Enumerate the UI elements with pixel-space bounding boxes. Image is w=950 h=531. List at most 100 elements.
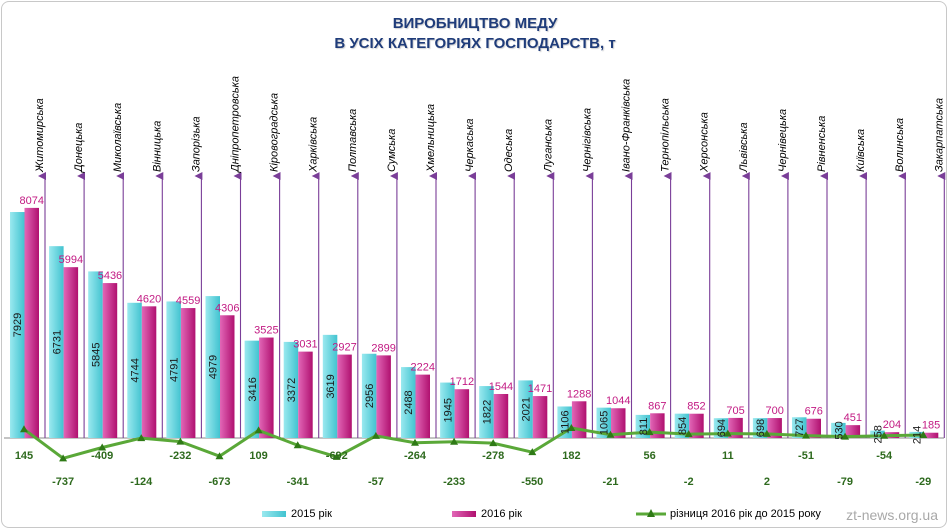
- value-label-2015: 4791: [169, 357, 181, 381]
- value-label-2016: 3525: [254, 325, 278, 337]
- difference-point: [450, 437, 459, 445]
- difference-label: 145: [15, 450, 33, 462]
- difference-point: [645, 428, 654, 436]
- difference-label: -341: [287, 476, 309, 488]
- category-label: Херсонська: [699, 112, 711, 173]
- difference-label: -233: [443, 476, 465, 488]
- difference-point: [20, 425, 28, 433]
- bar-2015: [127, 302, 142, 438]
- difference-label: -29: [915, 476, 931, 488]
- bar-2016: [611, 408, 626, 438]
- category-label: Одеська: [503, 129, 515, 172]
- difference-point: [802, 431, 810, 439]
- value-label-2016: 2927: [332, 342, 356, 354]
- bar-2016: [689, 413, 704, 438]
- difference-point: [880, 431, 889, 439]
- value-label-2016: 1288: [567, 388, 591, 400]
- category-label: Закарпатська: [933, 98, 945, 172]
- difference-point: [606, 430, 615, 438]
- bar-2015: [518, 380, 533, 438]
- value-label-2016: 867: [648, 400, 666, 412]
- value-label-2015: 3619: [325, 374, 337, 398]
- difference-point: [411, 438, 419, 446]
- value-label-2016: 4306: [215, 302, 239, 314]
- value-label-2015: 1065: [599, 411, 611, 435]
- bar-2016: [493, 393, 509, 438]
- legend-marker-difference: [647, 509, 655, 517]
- difference-point: [215, 452, 224, 460]
- value-label-2016: 2224: [411, 362, 435, 374]
- value-label-2016: 204: [883, 419, 901, 431]
- value-label-2015: 258: [872, 425, 884, 443]
- category-label: Донецька: [73, 123, 85, 174]
- value-label-2015: 3416: [247, 377, 259, 401]
- bar-2015: [205, 296, 220, 438]
- difference-label: -673: [208, 476, 230, 488]
- legend-swatch-2016: [452, 511, 476, 517]
- difference-label: -692: [326, 450, 348, 462]
- bar-2016: [923, 432, 939, 438]
- category-label: Житомирська: [34, 98, 46, 173]
- difference-point: [841, 432, 850, 440]
- category-label: Полтавська: [347, 109, 359, 172]
- category-label: Сумська: [386, 129, 398, 172]
- bar-2016: [180, 308, 196, 438]
- legend-label-2016: 2016 рік: [481, 508, 522, 520]
- category-label: Миколаївська: [112, 103, 124, 172]
- value-label-2016: 1044: [606, 395, 630, 407]
- category-label: Київська: [855, 129, 867, 172]
- difference-label: -51: [798, 450, 814, 462]
- value-label-2016: 5436: [98, 270, 122, 282]
- category-label: Луганська: [542, 119, 554, 173]
- category-label: Черкаська: [464, 118, 476, 172]
- bar-2015: [479, 386, 494, 438]
- difference-point: [137, 434, 146, 442]
- value-label-2016: 5994: [59, 254, 83, 266]
- difference-label: -124: [130, 476, 153, 488]
- value-label-2015: 811: [638, 418, 650, 436]
- bar-2016: [376, 355, 391, 438]
- difference-point: [254, 426, 263, 434]
- value-label-2015: 4744: [130, 358, 142, 382]
- value-label-2015: 698: [755, 419, 767, 437]
- difference-label: -232: [169, 450, 191, 462]
- value-label-2016: 185: [922, 420, 940, 432]
- chart-subtitle: В УСІХ КАТЕГОРІЯХ ГОСПОДАРСТВ, т: [334, 35, 616, 52]
- bar-2016: [454, 389, 470, 438]
- difference-point: [59, 454, 68, 462]
- bar-2015: [244, 340, 260, 438]
- difference-label: 2: [764, 476, 770, 488]
- value-label-2016: 1544: [489, 381, 513, 393]
- bar-2015: [322, 334, 338, 438]
- value-label-2015: 727: [794, 418, 806, 436]
- value-label-2016: 4559: [176, 295, 200, 307]
- difference-point: [98, 443, 107, 451]
- value-label-2015: 2488: [403, 390, 415, 414]
- difference-point: [684, 430, 693, 438]
- value-label-2016: 705: [726, 405, 744, 417]
- legend-label-2015: 2015 рік: [291, 508, 332, 520]
- difference-label: -737: [52, 476, 74, 488]
- difference-point: [371, 431, 380, 439]
- category-label: Хмельницька: [425, 104, 437, 173]
- category-label: Кіровоградська: [269, 93, 281, 172]
- value-label-2016: 3031: [293, 339, 317, 351]
- bar-2016: [220, 315, 235, 438]
- difference-point: [332, 452, 341, 460]
- bar-2015: [831, 422, 846, 438]
- bar-2015: [361, 353, 377, 438]
- difference-label: 11: [722, 450, 734, 462]
- value-label-2015: 2956: [364, 384, 376, 408]
- value-label-2015: 214: [912, 426, 924, 444]
- difference-label: -2: [684, 476, 694, 488]
- category-label: Харківська: [308, 117, 320, 173]
- bar-2016: [141, 306, 157, 438]
- difference-label: -264: [404, 450, 427, 462]
- bar-2015: [88, 271, 103, 438]
- bar-2016: [24, 207, 39, 438]
- value-label-2015: 530: [833, 421, 845, 439]
- category-label: Львівська: [738, 122, 750, 173]
- value-label-2016: 852: [687, 401, 705, 413]
- category-label: Запорізька: [190, 116, 202, 172]
- value-label-2016: 676: [805, 406, 823, 418]
